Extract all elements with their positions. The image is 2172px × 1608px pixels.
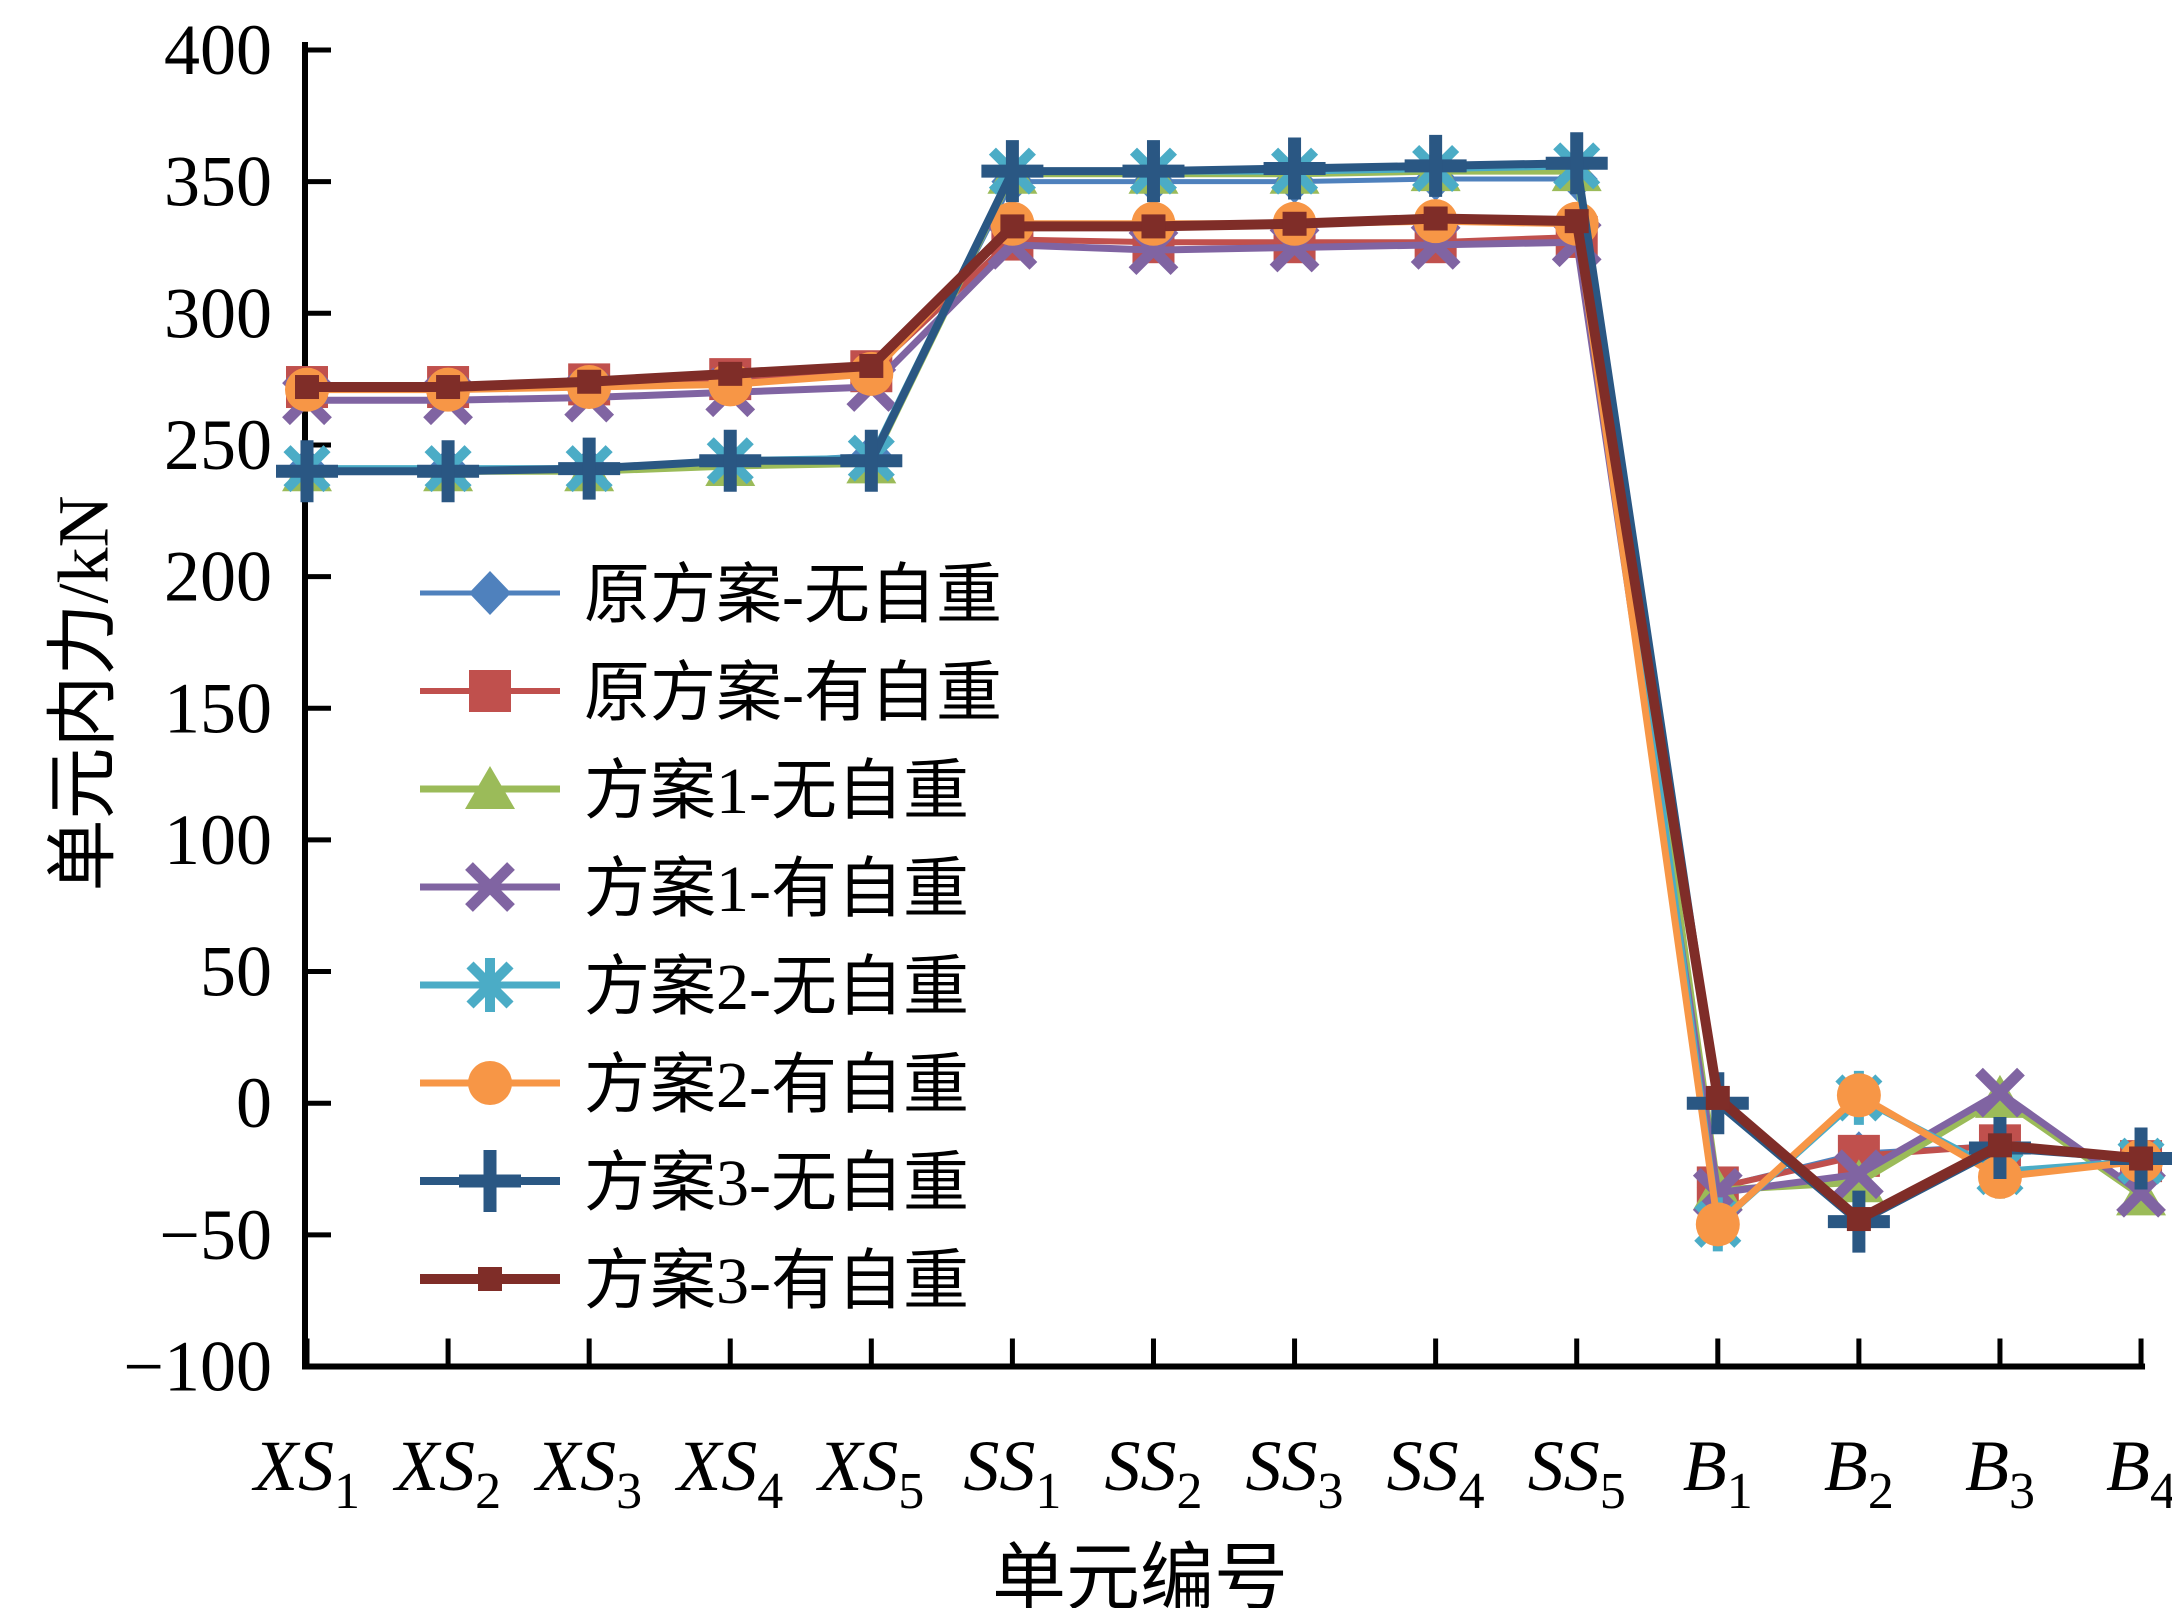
square-marker (469, 670, 511, 712)
series-方案1-有自重 (282, 217, 2166, 1218)
series-方案2-有自重 (285, 199, 2164, 1247)
square-small-marker (2129, 1146, 2154, 1171)
legend-item: 方案1-无自重 (420, 755, 969, 828)
series-方案2-无自重 (283, 138, 2165, 1252)
legend-item: 方案3-无自重 (420, 1147, 969, 1220)
x-marker (1975, 1067, 2025, 1118)
x-tick-label: SS4 (1387, 1426, 1485, 1520)
y-tick-label: 250 (164, 405, 272, 485)
square-small-marker (1564, 209, 1589, 234)
y-tick-label: 400 (164, 10, 272, 90)
legend: 原方案-无自重原方案-有自重方案1-无自重方案1-有自重方案2-无自重方案2-有… (420, 559, 1002, 1318)
circle-marker (468, 1061, 512, 1105)
square-small-marker (1987, 1133, 2012, 1158)
diamond-marker (469, 571, 511, 615)
square-small-marker (295, 375, 319, 400)
x-marker (1833, 1149, 1884, 1200)
square-small-marker (859, 353, 884, 378)
y-tick-label: 100 (164, 800, 272, 880)
legend-item: 原方案-有自重 (420, 657, 1002, 730)
x-tick-label: XS2 (392, 1426, 501, 1520)
square-small-marker (718, 361, 743, 386)
legend-label: 原方案-无自重 (584, 559, 1002, 632)
x-tick-label: XS4 (674, 1426, 783, 1520)
y-tick-label: 150 (164, 668, 272, 748)
square-small-marker (478, 1267, 502, 1291)
triangle-marker (465, 766, 515, 809)
x-axis-title: 单元编号 (992, 1538, 1288, 1608)
legend-item: 方案2-无自重 (420, 951, 969, 1024)
x-tick-label: SS3 (1246, 1426, 1344, 1520)
square-small-marker (1141, 214, 1166, 239)
x-tick-label: B1 (1683, 1426, 1753, 1520)
square-small-marker (577, 369, 602, 394)
square-small-marker (1282, 211, 1307, 236)
series-方案3-无自重 (276, 132, 2172, 1253)
square-small-marker (1705, 1085, 1730, 1110)
legend-label: 方案3-有自重 (584, 1245, 969, 1318)
y-tick-label: −50 (159, 1195, 272, 1275)
x-tick-label: SS1 (963, 1426, 1061, 1520)
y-tick-label: 350 (164, 142, 272, 222)
legend-label: 原方案-有自重 (584, 657, 1002, 730)
series-line (307, 238, 2144, 1197)
legend-label: 方案1-有自重 (584, 853, 969, 926)
series-原方案-有自重 (286, 215, 2163, 1209)
x-tick-label: XS3 (533, 1426, 642, 1520)
legend-item: 方案2-有自重 (420, 1049, 969, 1122)
y-axis-title: 单元内力/kN (43, 495, 124, 892)
series-line (307, 162, 2142, 1228)
legend-label: 方案3-无自重 (584, 1147, 969, 1220)
series-方案3-有自重 (295, 206, 2154, 1232)
x-tick-label: XS5 (815, 1426, 924, 1520)
asterisk-marker (466, 961, 514, 1009)
square-small-marker (436, 375, 461, 400)
series-原方案-无自重 (286, 157, 2163, 1210)
y-tick-label: −100 (123, 1327, 272, 1407)
y-tick-label: 50 (200, 932, 272, 1012)
circle-marker (1836, 1073, 1881, 1118)
y-tick-label: 0 (236, 1063, 272, 1143)
legend-label: 方案2-无自重 (584, 951, 969, 1024)
legend-item: 方案3-有自重 (420, 1245, 969, 1318)
square-small-marker (1423, 206, 1448, 231)
legend-item: 原方案-无自重 (420, 559, 1002, 632)
square-small-marker (1846, 1207, 1871, 1232)
x-tick-label: SS5 (1528, 1426, 1626, 1520)
legend-label: 方案2-有自重 (584, 1049, 969, 1122)
series-方案1-无自重 (282, 148, 2167, 1216)
y-tick-label: 200 (164, 537, 272, 617)
series-line (307, 213, 2142, 1225)
series-line (307, 159, 2142, 1226)
series-line (307, 176, 2142, 1190)
x-tick-label: B2 (1824, 1426, 1894, 1520)
square-small-marker (1000, 214, 1025, 239)
x-tick-label: B3 (1965, 1426, 2035, 1520)
x-tick-label: B4 (2106, 1426, 2172, 1520)
legend-item: 方案1-有自重 (420, 853, 969, 926)
circle-marker (1695, 1202, 1740, 1247)
y-tick-label: 300 (164, 273, 272, 353)
x-tick-label: XS1 (251, 1426, 360, 1520)
x-tick-label: SS2 (1104, 1426, 1202, 1520)
series-line (307, 167, 2144, 1199)
x-marker (465, 862, 515, 912)
legend-label: 方案1-无自重 (584, 755, 969, 828)
